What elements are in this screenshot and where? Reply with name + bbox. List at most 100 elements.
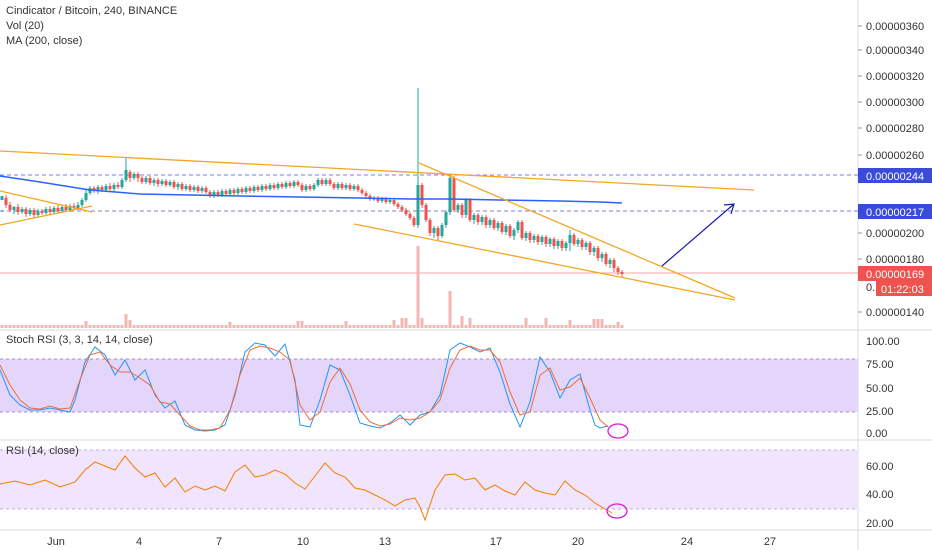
candle-body bbox=[576, 240, 580, 244]
candle-body bbox=[264, 186, 268, 189]
vol-indicator-label[interactable]: Vol (20) bbox=[6, 20, 44, 32]
candle-body bbox=[428, 220, 432, 233]
candle-body bbox=[48, 209, 52, 212]
volume-bar bbox=[144, 325, 148, 328]
candle-body bbox=[392, 200, 396, 204]
candle-body bbox=[244, 188, 248, 192]
volume-bar bbox=[340, 325, 344, 328]
candle-body bbox=[156, 180, 160, 184]
volume-bar bbox=[48, 325, 52, 328]
volume-bar bbox=[540, 325, 544, 328]
candle-body bbox=[336, 184, 340, 188]
rsi-band bbox=[0, 450, 858, 509]
volume-bar bbox=[124, 314, 128, 328]
volume-bar bbox=[16, 325, 20, 328]
candle-body bbox=[120, 180, 124, 187]
candle-body bbox=[344, 185, 348, 188]
volume-bar bbox=[84, 321, 88, 328]
candle-body bbox=[176, 184, 180, 187]
volume-bar bbox=[140, 325, 144, 328]
ma-indicator-label[interactable]: MA (200, close) bbox=[6, 35, 83, 47]
candle-body bbox=[148, 178, 152, 183]
candle-body bbox=[252, 187, 256, 191]
volume-bar bbox=[132, 325, 136, 328]
candlesticks bbox=[0, 88, 624, 277]
target-price-text: 0.00000217 bbox=[866, 207, 924, 219]
volume-bar bbox=[52, 325, 56, 328]
candle-body bbox=[524, 233, 528, 238]
volume-bar bbox=[432, 325, 436, 328]
volume-bar bbox=[388, 325, 392, 328]
symbol-title[interactable]: Cindicator / Bitcoin, 240, BINANCE bbox=[6, 5, 178, 17]
stoch-label[interactable]: Stoch RSI (3, 3, 14, 14, close) bbox=[6, 334, 153, 346]
candle-body bbox=[296, 182, 300, 185]
volume-bar bbox=[68, 325, 72, 328]
candle-body bbox=[152, 180, 156, 183]
candle-body bbox=[320, 180, 324, 184]
rsi-line bbox=[0, 455, 613, 522]
volume-bar bbox=[516, 325, 520, 328]
candle-body bbox=[460, 205, 464, 215]
candle-body bbox=[236, 189, 240, 193]
volume-bar bbox=[292, 325, 296, 328]
candle-body bbox=[280, 184, 284, 187]
volume-bar bbox=[572, 325, 576, 328]
candle-body bbox=[324, 180, 328, 184]
countdown-text: 01:22:03 bbox=[881, 284, 924, 296]
candle-body bbox=[560, 241, 564, 248]
volume-bar bbox=[152, 325, 156, 328]
candle-body bbox=[76, 205, 80, 208]
time-tick-label: 13 bbox=[379, 536, 391, 548]
volume-bar bbox=[616, 322, 620, 328]
candle-body bbox=[364, 193, 368, 196]
price-tick-label: 0.00000260 bbox=[866, 150, 924, 162]
volume-bar bbox=[268, 325, 272, 328]
volume-bar bbox=[488, 325, 492, 328]
volume-bar bbox=[348, 325, 352, 328]
candle-body bbox=[300, 185, 304, 190]
volume-bar bbox=[184, 325, 188, 328]
volume-bar bbox=[560, 325, 564, 328]
rsi-legend[interactable]: RSI (14, close) bbox=[6, 444, 79, 459]
candle-body bbox=[480, 217, 484, 222]
volume-bar bbox=[324, 325, 328, 328]
volume-bar bbox=[248, 325, 252, 328]
partial-price-tick: 0. bbox=[866, 282, 875, 294]
volume-bar bbox=[544, 318, 548, 328]
volume-bar bbox=[352, 325, 356, 328]
candle-body bbox=[132, 174, 136, 178]
candle-body bbox=[208, 192, 212, 196]
candle-body bbox=[400, 207, 404, 210]
candle-body bbox=[552, 239, 556, 246]
candle-body bbox=[548, 239, 552, 244]
arrow-head-icon bbox=[723, 203, 735, 215]
candle-body bbox=[284, 183, 288, 187]
volume-bar bbox=[88, 325, 92, 328]
volume-bar bbox=[236, 325, 240, 328]
candle-body bbox=[376, 198, 380, 201]
volume-bar bbox=[448, 291, 452, 328]
candle-body bbox=[32, 210, 36, 215]
candle-body bbox=[620, 272, 624, 274]
volume-bar bbox=[332, 325, 336, 328]
candle-body bbox=[352, 186, 356, 189]
stoch-legend[interactable]: Stoch RSI (3, 3, 14, 14, close) bbox=[6, 333, 153, 348]
candle-body bbox=[96, 187, 100, 191]
rsi-label[interactable]: RSI (14, close) bbox=[6, 445, 79, 457]
candle-body bbox=[440, 225, 444, 236]
candle-body bbox=[520, 222, 524, 238]
volume-bar bbox=[612, 325, 616, 328]
left-wedge-bottom bbox=[0, 205, 93, 226]
volume-bar bbox=[504, 325, 508, 328]
candle-body bbox=[192, 187, 196, 190]
time-tick-label: 24 bbox=[681, 536, 693, 548]
candle-body bbox=[568, 235, 572, 243]
candle-body bbox=[52, 208, 56, 212]
candle-body bbox=[200, 188, 204, 191]
candle-body bbox=[420, 185, 424, 205]
candle-body bbox=[108, 186, 112, 189]
volume-bar bbox=[408, 325, 412, 328]
wedge-upper-line bbox=[418, 162, 736, 299]
stoch-d-line bbox=[0, 345, 609, 431]
